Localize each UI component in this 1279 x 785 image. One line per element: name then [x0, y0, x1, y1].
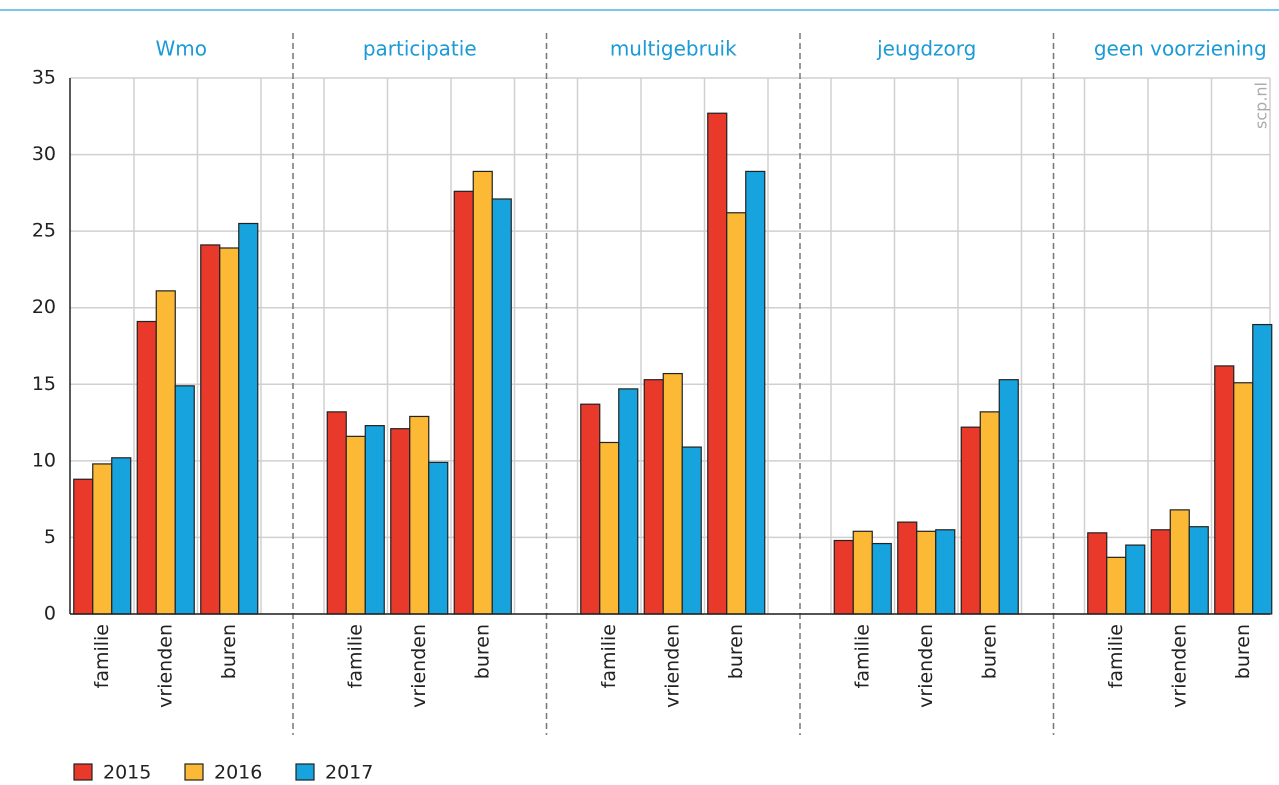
x-tick-label: buren: [218, 624, 240, 679]
bar: [707, 112, 728, 615]
bar: [364, 425, 385, 615]
bar: [618, 388, 639, 615]
bar: [662, 372, 683, 615]
x-tick-label: vrienden: [1168, 624, 1190, 708]
legend-label: 2016: [214, 762, 262, 784]
bar: [219, 247, 240, 615]
x-tick-label: familie: [598, 624, 620, 688]
y-tick-label: 5: [44, 526, 56, 548]
legend-swatch: [73, 763, 93, 781]
bar: [1150, 529, 1171, 615]
x-tick-label: vrienden: [661, 624, 683, 708]
y-tick-label: 35: [32, 67, 56, 89]
bar: [871, 542, 892, 615]
bar: [428, 461, 449, 615]
bar: [1169, 509, 1190, 615]
bar: [935, 529, 956, 615]
bar: [960, 426, 981, 615]
x-tick-label: familie: [344, 624, 366, 688]
x-tick-label: vrienden: [154, 624, 176, 708]
x-tick-label: vrienden: [408, 624, 430, 708]
bar: [73, 478, 94, 615]
bar: [326, 411, 347, 615]
y-tick-label: 25: [32, 220, 56, 242]
group-title: multigebruik: [610, 37, 737, 61]
bar: [833, 539, 854, 615]
bar: [1214, 365, 1235, 615]
bar: [897, 521, 918, 615]
bar: [472, 170, 493, 615]
bar: [409, 415, 430, 615]
x-tick-label: vrienden: [915, 624, 937, 708]
bar: [491, 198, 512, 615]
bar: [681, 446, 702, 615]
bar: [111, 457, 132, 615]
bar: [92, 463, 113, 615]
bar: [238, 222, 259, 615]
y-tick-label: 30: [32, 143, 56, 165]
y-tick-label: 0: [44, 603, 56, 625]
x-tick-label: familie: [851, 624, 873, 688]
bar: [852, 530, 873, 615]
group-title: Wmo: [156, 37, 208, 61]
x-tick-label: buren: [1232, 624, 1254, 679]
bar: [1106, 556, 1127, 615]
legend-swatch: [295, 763, 315, 781]
x-tick-label: familie: [91, 624, 113, 688]
bar: [726, 212, 747, 615]
x-tick-label: buren: [978, 624, 1000, 679]
group-title: geen voorziening: [1094, 37, 1267, 61]
bar: [453, 190, 474, 615]
x-tick-label: buren: [471, 624, 493, 679]
group-title: jeugdzorg: [876, 37, 976, 61]
group-title: participatie: [363, 37, 477, 61]
legend-swatch: [184, 763, 204, 781]
y-tick-label: 15: [32, 373, 56, 395]
bar: [1087, 532, 1108, 615]
bar: [1233, 382, 1254, 615]
legend-label: 2017: [325, 762, 373, 784]
x-tick-label: familie: [1105, 624, 1127, 688]
bar: [916, 530, 937, 615]
bar: [200, 244, 221, 615]
bar: [174, 385, 195, 615]
bar: [1252, 323, 1273, 615]
bar: [1188, 526, 1209, 615]
x-tick-label: buren: [725, 624, 747, 679]
y-tick-label: 10: [32, 449, 56, 471]
annotation: scp.nl: [1252, 82, 1271, 129]
bar: [745, 170, 766, 615]
bar: [1125, 544, 1146, 615]
y-tick-label: 20: [32, 296, 56, 318]
bar: [643, 379, 664, 615]
legend-label: 2015: [103, 762, 151, 784]
bar: [599, 441, 620, 615]
bar: [345, 435, 366, 615]
bar: [390, 428, 411, 615]
bar: [136, 320, 157, 615]
bar: [580, 403, 601, 615]
bar: [155, 290, 176, 615]
bar: [979, 411, 1000, 615]
bar: [998, 379, 1019, 615]
